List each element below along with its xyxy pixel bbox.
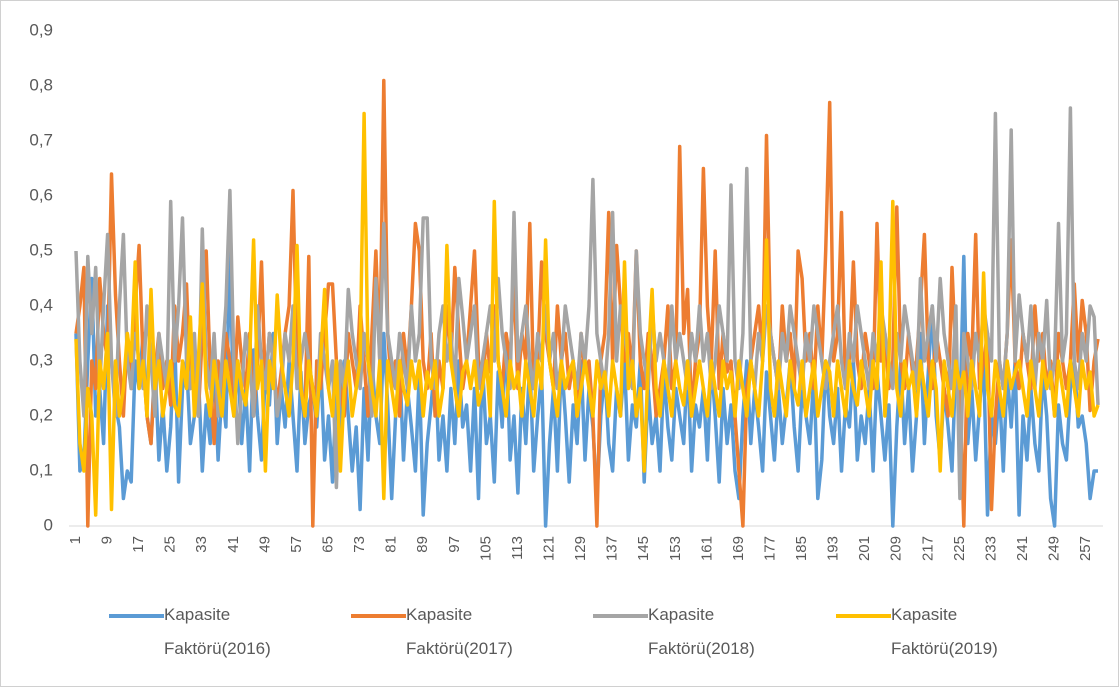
legend-label: Kapasite Faktörü(2018) bbox=[648, 605, 755, 658]
x-tick-label: 217 bbox=[919, 536, 936, 561]
legend-swatch bbox=[351, 614, 406, 618]
y-tick-label: 0,4 bbox=[29, 295, 53, 314]
series-line bbox=[74, 111, 1100, 517]
chart: 0 0,1 0,2 0,3 0,4 0,5 0,6 0,7 0,8 0,9 1 9 17 25 33 41 49… bbox=[29, 20, 1103, 561]
series-line bbox=[74, 106, 1100, 501]
legend-item: Kapasite Faktörü(2016) bbox=[109, 603, 304, 666]
legend-item: Kapasite Faktörü(2019) bbox=[836, 603, 1031, 666]
x-tick-label: 185 bbox=[793, 536, 810, 561]
y-tick-label: 0,1 bbox=[29, 460, 53, 479]
y-tick-label: 0,8 bbox=[29, 75, 53, 94]
legend-item: Kapasite Faktörü(2018) bbox=[593, 603, 788, 666]
x-tick-label: 25 bbox=[162, 536, 179, 553]
legend-label: Kapasite Faktörü(2017) bbox=[406, 605, 513, 658]
x-tick-label: 193 bbox=[825, 536, 842, 561]
x-tick-label: 257 bbox=[1077, 536, 1094, 561]
x-tick-label: 49 bbox=[256, 536, 273, 553]
x-tick-label: 241 bbox=[1014, 536, 1031, 561]
x-tick-label: 233 bbox=[982, 536, 999, 561]
y-tick-label: 0,6 bbox=[29, 185, 53, 204]
y-tick-label: 0,5 bbox=[29, 240, 53, 259]
x-tick-label: 161 bbox=[698, 536, 715, 561]
legend-swatch bbox=[109, 614, 164, 618]
legend-item: Kapasite Faktörü(2017) bbox=[351, 603, 546, 666]
y-tick-label: 0 bbox=[44, 515, 53, 534]
x-tick-label: 105 bbox=[477, 536, 494, 561]
x-tick-label: 209 bbox=[888, 536, 905, 561]
x-tick-label: 65 bbox=[320, 536, 337, 553]
legend-label: Kapasite Faktörü(2019) bbox=[891, 605, 998, 658]
x-tick-label: 137 bbox=[604, 536, 621, 561]
x-tick-label: 17 bbox=[130, 536, 147, 553]
x-tick-label: 1 bbox=[67, 536, 84, 544]
x-tick-label: 169 bbox=[730, 536, 747, 561]
x-tick-label: 57 bbox=[288, 536, 305, 553]
x-tick-label: 113 bbox=[509, 536, 526, 560]
x-tick-label: 145 bbox=[635, 536, 652, 561]
legend-label: Kapasite Faktörü(2016) bbox=[164, 605, 271, 658]
x-tick-label: 89 bbox=[414, 536, 431, 553]
x-tick-label: 81 bbox=[383, 536, 400, 553]
x-tick-label: 97 bbox=[446, 536, 463, 553]
legend-swatch bbox=[836, 614, 891, 618]
x-tick-label: 129 bbox=[572, 536, 589, 561]
x-tick-label: 225 bbox=[951, 536, 968, 561]
x-tick-label: 33 bbox=[193, 536, 210, 553]
x-tick-label: 121 bbox=[540, 536, 557, 561]
legend-swatch bbox=[593, 614, 648, 618]
y-tick-label: 0,2 bbox=[29, 405, 53, 424]
y-tick-label: 0,7 bbox=[29, 130, 53, 149]
x-tick-label: 249 bbox=[1046, 536, 1063, 561]
y-tick-label: 0,3 bbox=[29, 350, 53, 369]
x-tick-label: 177 bbox=[761, 536, 778, 561]
y-tick-label: 0,9 bbox=[29, 20, 53, 39]
x-tick-label: 153 bbox=[667, 536, 684, 561]
x-tick-label: 9 bbox=[99, 536, 116, 544]
x-tick-label: 201 bbox=[856, 536, 873, 561]
x-tick-label: 41 bbox=[225, 536, 242, 553]
x-tick-label: 73 bbox=[351, 536, 368, 553]
